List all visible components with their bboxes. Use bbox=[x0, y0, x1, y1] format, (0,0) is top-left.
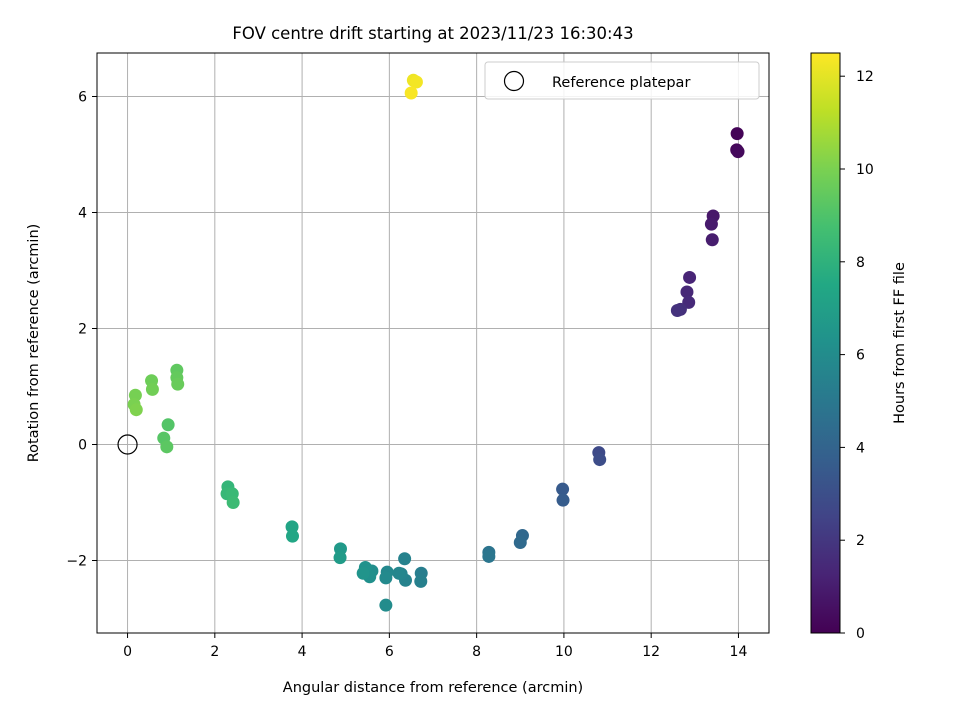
legend-marker-reference bbox=[503, 70, 525, 92]
data-point bbox=[392, 566, 406, 580]
y-tick-label: −2 bbox=[66, 554, 87, 570]
data-point bbox=[482, 549, 496, 563]
data-point bbox=[333, 551, 347, 565]
data-point bbox=[705, 233, 719, 247]
data-point bbox=[285, 529, 299, 543]
colorbar-tick-label: 4 bbox=[856, 440, 865, 456]
x-axis-ticks: 0 2 4 6 8 10 12 14 bbox=[123, 633, 747, 660]
plot-area bbox=[96, 52, 770, 634]
reference-point bbox=[117, 434, 138, 455]
data-point bbox=[404, 86, 418, 100]
data-point bbox=[226, 496, 240, 509]
grid-lines bbox=[97, 53, 769, 633]
legend-box bbox=[484, 61, 760, 100]
y-tick-label: 0 bbox=[78, 438, 87, 454]
data-point bbox=[145, 382, 159, 396]
data-point bbox=[680, 285, 694, 299]
legend-entry-reference: Reference platepar bbox=[552, 75, 690, 91]
colorbar-tick-label: 2 bbox=[856, 533, 865, 549]
x-tick-label: 14 bbox=[730, 644, 748, 660]
x-tick-label: 8 bbox=[472, 644, 481, 660]
data-point bbox=[379, 571, 393, 585]
data-point bbox=[704, 217, 718, 231]
data-point bbox=[556, 493, 570, 507]
data-point bbox=[129, 403, 143, 417]
data-point bbox=[414, 574, 428, 588]
colorbar-tick-label: 0 bbox=[856, 626, 865, 642]
data-point bbox=[513, 536, 527, 550]
colorbar-ticks: 0 2 4 6 8 10 12 bbox=[840, 69, 874, 642]
data-point bbox=[409, 75, 423, 89]
chart-title: FOV centre drift starting at 2023/11/23 … bbox=[232, 24, 633, 43]
legend: Reference platepar bbox=[484, 61, 760, 100]
x-tick-label: 12 bbox=[642, 644, 660, 660]
data-point bbox=[730, 127, 744, 141]
y-tick-label: 2 bbox=[78, 322, 87, 338]
y-tick-label: 4 bbox=[78, 206, 87, 222]
data-point bbox=[161, 418, 175, 432]
data-points bbox=[117, 73, 745, 612]
x-tick-label: 4 bbox=[298, 644, 307, 660]
colorbar-tick-label: 12 bbox=[856, 69, 874, 85]
x-tick-label: 10 bbox=[555, 644, 573, 660]
data-point bbox=[593, 453, 607, 467]
y-tick-label: 6 bbox=[78, 90, 87, 106]
data-point bbox=[670, 304, 684, 318]
colorbar: 0 2 4 6 8 10 12 Hours from first FF file bbox=[810, 52, 908, 642]
colorbar-tick-label: 10 bbox=[856, 162, 874, 178]
colorbar-tick-label: 6 bbox=[856, 348, 865, 364]
data-point bbox=[285, 520, 299, 534]
x-tick-label: 6 bbox=[385, 644, 394, 660]
x-tick-label: 2 bbox=[210, 644, 219, 660]
colorbar-tick-label: 8 bbox=[856, 255, 865, 271]
data-point bbox=[683, 270, 697, 284]
x-tick-label: 0 bbox=[123, 644, 132, 660]
data-point bbox=[556, 482, 570, 496]
data-point bbox=[356, 566, 370, 580]
y-axis-label: Rotation from reference (arcmin) bbox=[26, 224, 42, 463]
data-point bbox=[379, 598, 393, 612]
data-point bbox=[398, 552, 412, 566]
data-point bbox=[731, 145, 745, 159]
data-point bbox=[160, 440, 174, 454]
x-axis-label: Angular distance from reference (arcmin) bbox=[283, 680, 583, 696]
colorbar-label: Hours from first FF file bbox=[892, 262, 908, 424]
data-point bbox=[171, 377, 185, 391]
y-axis-ticks: −2 0 2 4 6 bbox=[66, 90, 97, 570]
colorbar-gradient bbox=[810, 52, 841, 634]
